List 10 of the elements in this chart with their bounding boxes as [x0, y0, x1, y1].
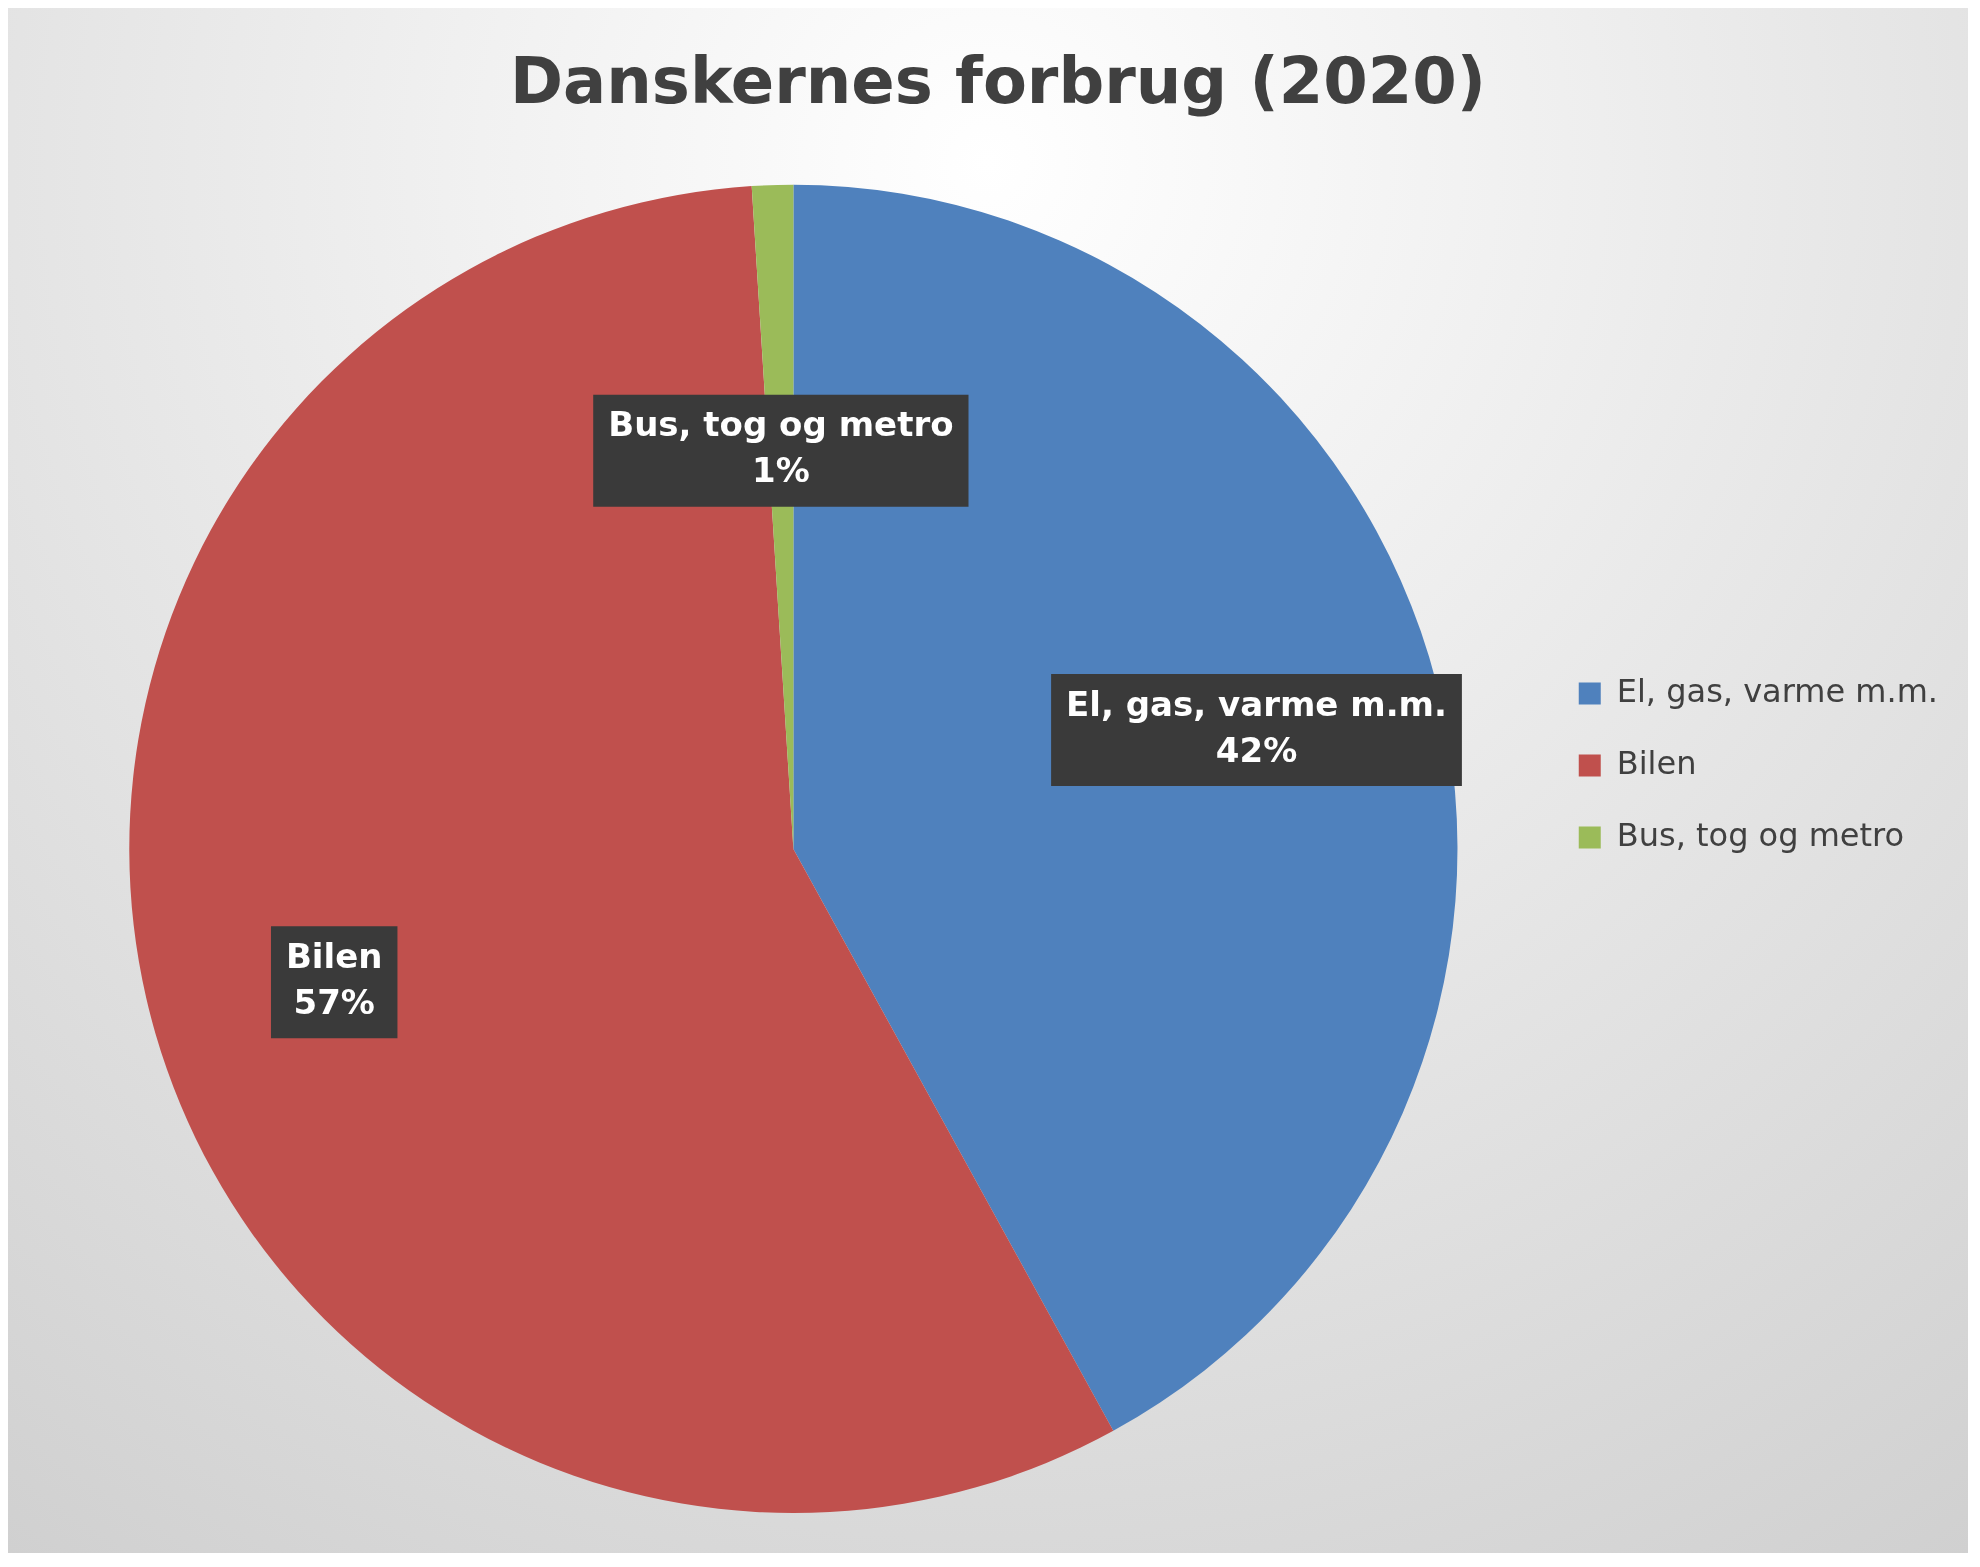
- legend-label: Bus, tog og metro: [1616, 815, 1905, 854]
- slice-label: Bus, tog og metro: [608, 404, 954, 445]
- data-label: 42%: [1215, 729, 1298, 770]
- legend-label: Bilen: [1616, 743, 1697, 782]
- data-label: 57%: [293, 982, 375, 1023]
- chart-title: Danskernes forbrug (2020): [509, 44, 1487, 119]
- slice-label: El, gas, varme m.m.: [1066, 683, 1447, 724]
- slice-label: Bilen: [285, 936, 383, 977]
- legend-label: El, gas, varme m.m.: [1616, 671, 1938, 710]
- data-label: 1%: [751, 450, 810, 491]
